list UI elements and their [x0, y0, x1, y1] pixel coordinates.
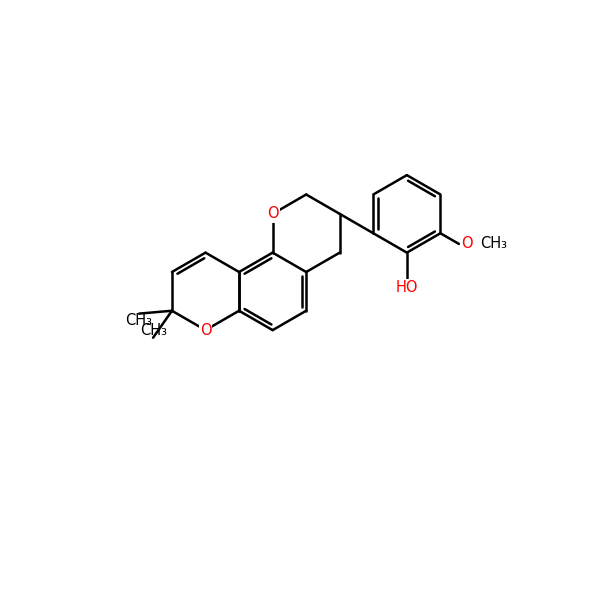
Text: CH₃: CH₃ — [480, 236, 507, 251]
Text: CH₃: CH₃ — [140, 323, 167, 338]
Text: HO: HO — [395, 280, 418, 295]
Text: CH₃: CH₃ — [125, 313, 152, 328]
Text: O: O — [200, 323, 211, 338]
Text: O: O — [461, 236, 472, 251]
Text: O: O — [267, 206, 278, 221]
